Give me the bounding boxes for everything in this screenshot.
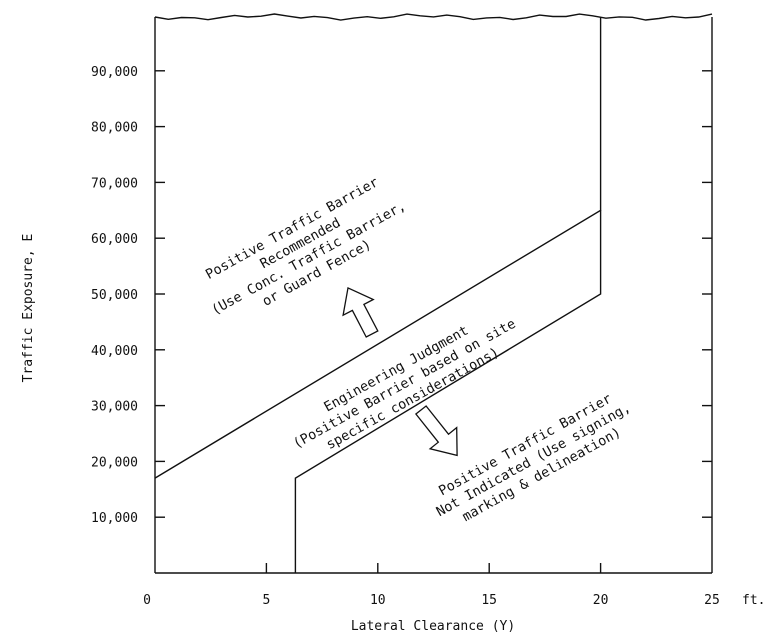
x-tick-label: 5	[262, 593, 270, 608]
region-annotations: Positive Traffic BarrierRecommended(Use …	[203, 174, 634, 525]
y-axis-label: Traffic Exposure, E	[21, 234, 36, 383]
y-tick-label: 60,000	[91, 232, 138, 247]
data-lines	[154, 17, 602, 573]
x-axis-unit: ft.	[742, 593, 765, 608]
y-tick-label: 10,000	[91, 511, 138, 526]
axis-break-line	[154, 13, 713, 21]
y-tick-label: 50,000	[91, 288, 138, 303]
arrow-up-left	[342, 286, 379, 338]
x-tick-label: 25	[704, 593, 720, 608]
y-tick-label: 80,000	[91, 121, 138, 136]
y-tick-label: 90,000	[91, 65, 138, 80]
region-barrier-recommended: Positive Traffic BarrierRecommended(Use …	[203, 174, 409, 318]
arrow-down-right	[414, 405, 458, 457]
lower-boundary-line	[294, 210, 602, 573]
x-axis-label: Lateral Clearance (Y)	[351, 619, 515, 634]
x-tick-label: 20	[593, 593, 609, 608]
region-arrows	[342, 286, 458, 457]
region-engineering-judgment: Engineering Judgment(Positive Barrier ba…	[290, 316, 518, 453]
x-axis-ticks: 0 5 10 15 20 25	[143, 563, 720, 608]
plot-frame	[154, 13, 713, 574]
x-tick-label: 10	[370, 593, 386, 608]
y-tick-label: 20,000	[91, 455, 138, 470]
x-tick-label: 15	[481, 593, 497, 608]
annotation-line: (Positive Barrier based on site	[290, 316, 518, 452]
x-tick-label: 0	[143, 593, 151, 608]
y-axis-ticks: 10,000 20,000 30,000 40,000 50,000 60,000 70,0…	[91, 65, 712, 526]
annotation-line: Not Indicated (Use signing,	[434, 400, 634, 520]
y-tick-label: 30,000	[91, 400, 138, 415]
y-tick-label: 70,000	[91, 176, 138, 191]
y-tick-label: 40,000	[91, 344, 138, 359]
